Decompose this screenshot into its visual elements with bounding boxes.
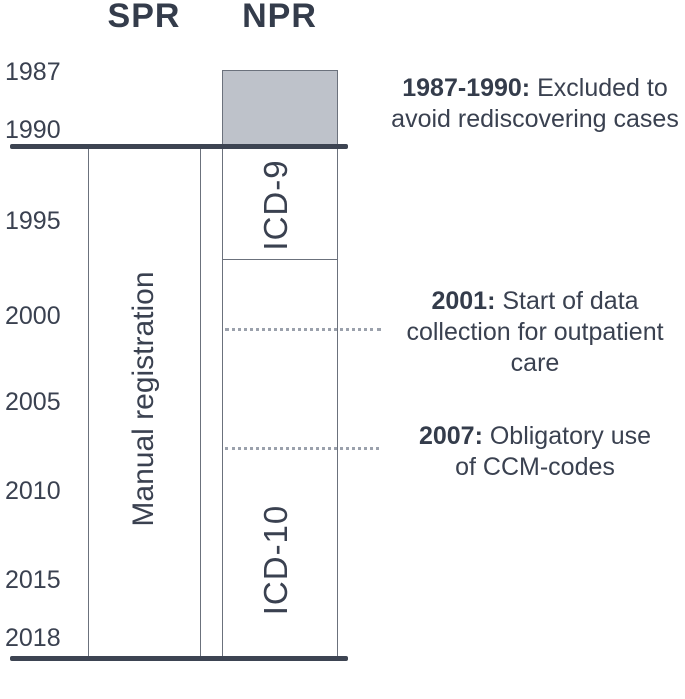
year-label-1987: 1987	[5, 58, 61, 86]
annotation-excluded-1987-1990: 1987-1990: Excluded to avoid rediscoveri…	[385, 73, 685, 135]
year-label-1990: 1990	[5, 116, 61, 144]
annotation-text: Obligatory use	[482, 422, 652, 450]
year-label-2005: 2005	[5, 388, 61, 416]
npr-icd9-label: ICD-9	[257, 159, 294, 251]
annotation-line: care	[510, 349, 560, 377]
spr-manual-registration-label: Manual registration	[127, 271, 160, 527]
year-label-2000: 2000	[5, 302, 61, 330]
timeline-end-line-2018	[10, 656, 348, 661]
year-label-2018: 2018	[5, 624, 61, 652]
npr-column-box	[222, 70, 338, 659]
year-label-1995: 1995	[5, 207, 61, 235]
spr-column-header: SPR	[107, 0, 181, 35]
annotation-line: avoid rediscovering cases	[391, 105, 679, 133]
annotation-text: Start of data	[495, 287, 639, 315]
annotation-line: 1987-1990: Excluded to	[385, 73, 685, 104]
npr-column-header: NPR	[242, 0, 317, 35]
registry-timeline-figure: SPR NPR 1987 1990 1995 2000 2005 2010 20…	[5, 0, 685, 661]
timeline-start-line-1990	[10, 144, 348, 149]
annotation-line: 2001: Start of data	[385, 286, 685, 317]
year-label-2015: 2015	[5, 566, 61, 594]
annotation-line: of CCM-codes	[455, 453, 615, 481]
annotation-ccm-codes-2007: 2007: Obligatory use of CCM-codes	[385, 421, 685, 483]
annotation-year-bold: 2001:	[431, 287, 496, 315]
npr-icd10-label: ICD-10	[257, 504, 294, 616]
event-dotted-line-2001	[225, 328, 381, 331]
annotation-line: collection for outpatient	[406, 318, 664, 346]
annotation-year-bold: 2007:	[418, 422, 483, 450]
year-label-2010: 2010	[5, 477, 61, 505]
annotation-line: 2007: Obligatory use	[385, 421, 685, 452]
spr-column-box	[88, 146, 201, 659]
annotation-text: Excluded to	[530, 74, 668, 102]
annotation-outpatient-2001: 2001: Start of data collection for outpa…	[385, 286, 685, 379]
event-dotted-line-2007	[225, 447, 379, 450]
icd9-icd10-divider-line	[223, 259, 337, 260]
npr-excluded-region-1987-1990	[223, 71, 337, 147]
annotation-year-bold: 1987-1990:	[402, 74, 531, 102]
